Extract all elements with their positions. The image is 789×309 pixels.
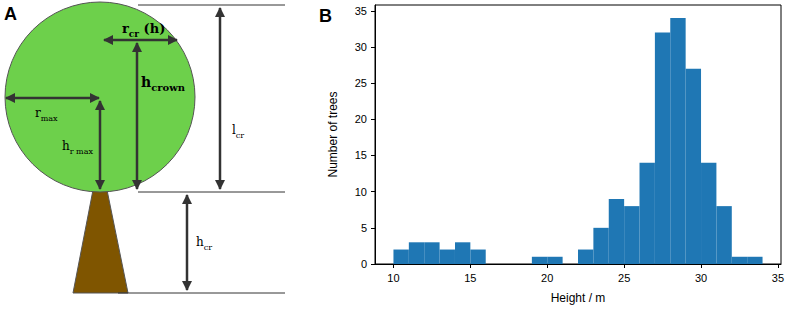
svg-text:20: 20 [541, 272, 553, 284]
svg-text:rcr (h): rcr (h) [122, 21, 165, 39]
svg-text:25: 25 [618, 272, 630, 284]
svg-text:25: 25 [355, 77, 367, 89]
svg-text:hcr: hcr [196, 235, 212, 252]
svg-text:0: 0 [361, 258, 367, 270]
svg-text:rmax: rmax [35, 106, 58, 123]
svg-text:B: B [319, 6, 332, 26]
svg-text:30: 30 [355, 41, 367, 53]
svg-text:Number of trees: Number of trees [326, 91, 340, 177]
svg-text:15: 15 [464, 272, 476, 284]
svg-text:20: 20 [355, 113, 367, 125]
svg-text:5: 5 [361, 222, 367, 234]
svg-text:30: 30 [695, 272, 707, 284]
svg-text:15: 15 [355, 149, 367, 161]
svg-text:A: A [4, 4, 17, 24]
svg-text:10: 10 [387, 272, 399, 284]
svg-text:hcrown: hcrown [141, 74, 186, 93]
svg-text:lcr: lcr [232, 123, 244, 140]
svg-text:35: 35 [772, 272, 784, 284]
svg-text:35: 35 [355, 5, 367, 17]
svg-text:hr max: hr max [62, 139, 93, 156]
svg-text:Height / m: Height / m [551, 291, 606, 305]
svg-text:10: 10 [355, 186, 367, 198]
